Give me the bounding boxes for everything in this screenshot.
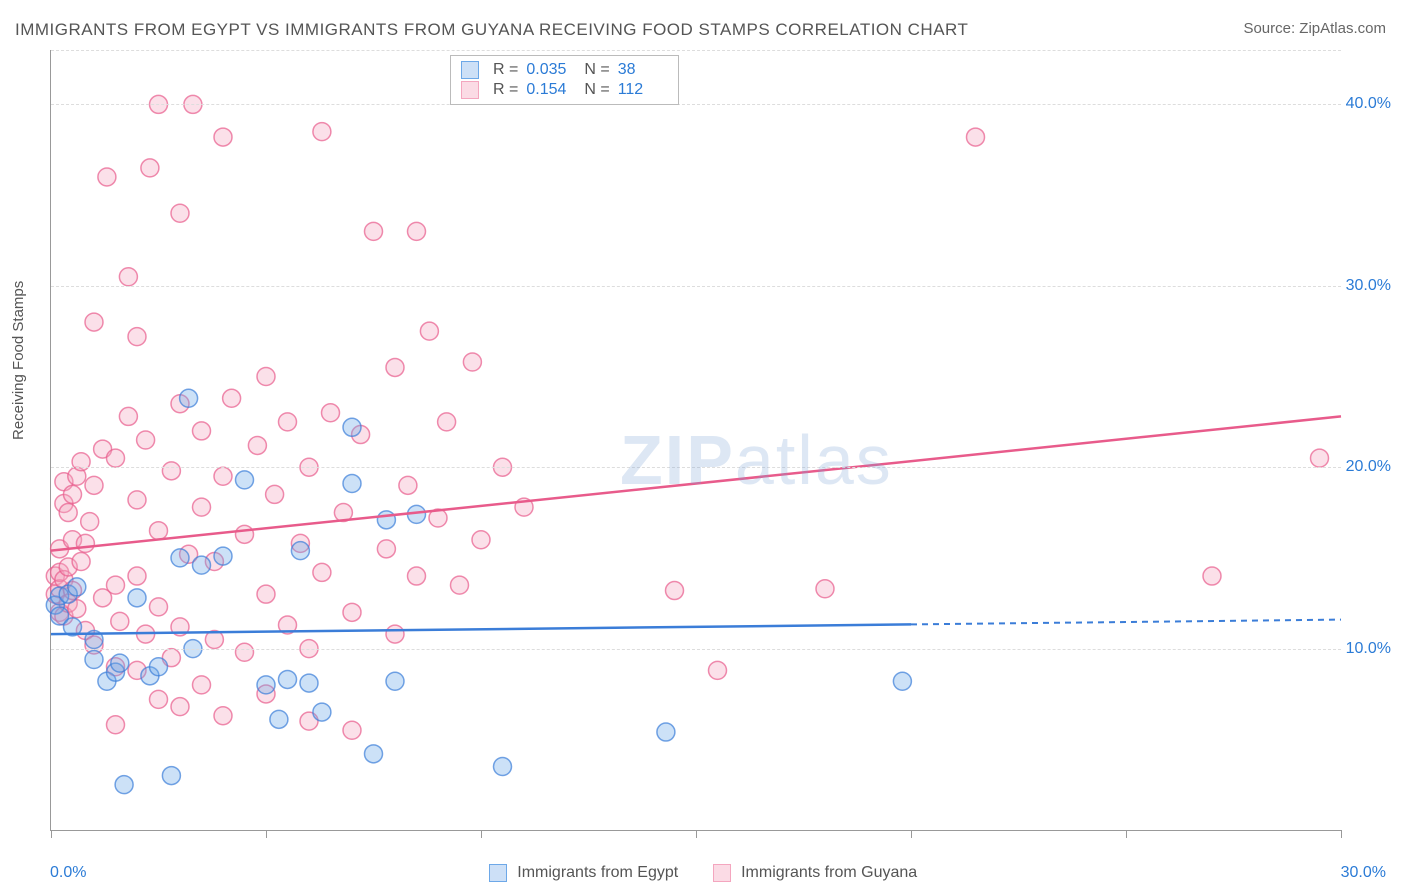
n-label: N =	[584, 81, 609, 99]
y-tick-label: 40.0%	[1346, 95, 1391, 113]
n-label: N =	[584, 61, 609, 79]
egypt-swatch	[461, 61, 479, 79]
egypt-legend-swatch	[489, 864, 507, 882]
guyana-swatch	[461, 81, 479, 99]
guyana-legend-swatch	[713, 864, 731, 882]
correlation-legend: R = 0.035 N = 38 R = 0.154 N = 112	[450, 55, 679, 105]
guyana-r-value: 0.154	[526, 81, 576, 99]
legend-row-guyana: R = 0.154 N = 112	[461, 80, 668, 100]
source-attribution: Source: ZipAtlas.com	[1243, 20, 1386, 37]
y-axis-label: Receiving Food Stamps	[10, 281, 27, 440]
guyana-legend-label: Immigrants from Guyana	[741, 864, 917, 881]
plot-area	[50, 50, 1341, 831]
chart-title: IMMIGRANTS FROM EGYPT VS IMMIGRANTS FROM…	[15, 20, 968, 40]
x-tick-min: 0.0%	[50, 864, 86, 882]
x-tick-max: 30.0%	[1341, 864, 1386, 882]
egypt-n-value: 38	[618, 61, 668, 79]
series-legend: Immigrants from Egypt Immigrants from Gu…	[0, 864, 1406, 882]
r-label: R =	[493, 61, 518, 79]
scatter-chart-svg	[51, 50, 1341, 830]
r-label: R =	[493, 81, 518, 99]
y-tick-label: 20.0%	[1346, 458, 1391, 476]
y-tick-label: 10.0%	[1346, 640, 1391, 658]
legend-row-egypt: R = 0.035 N = 38	[461, 60, 668, 80]
egypt-r-value: 0.035	[526, 61, 576, 79]
egypt-legend-label: Immigrants from Egypt	[517, 864, 678, 881]
y-tick-label: 30.0%	[1346, 277, 1391, 295]
legend-item-guyana: Immigrants from Guyana	[713, 864, 918, 882]
legend-item-egypt: Immigrants from Egypt	[489, 864, 678, 882]
guyana-n-value: 112	[618, 81, 668, 99]
